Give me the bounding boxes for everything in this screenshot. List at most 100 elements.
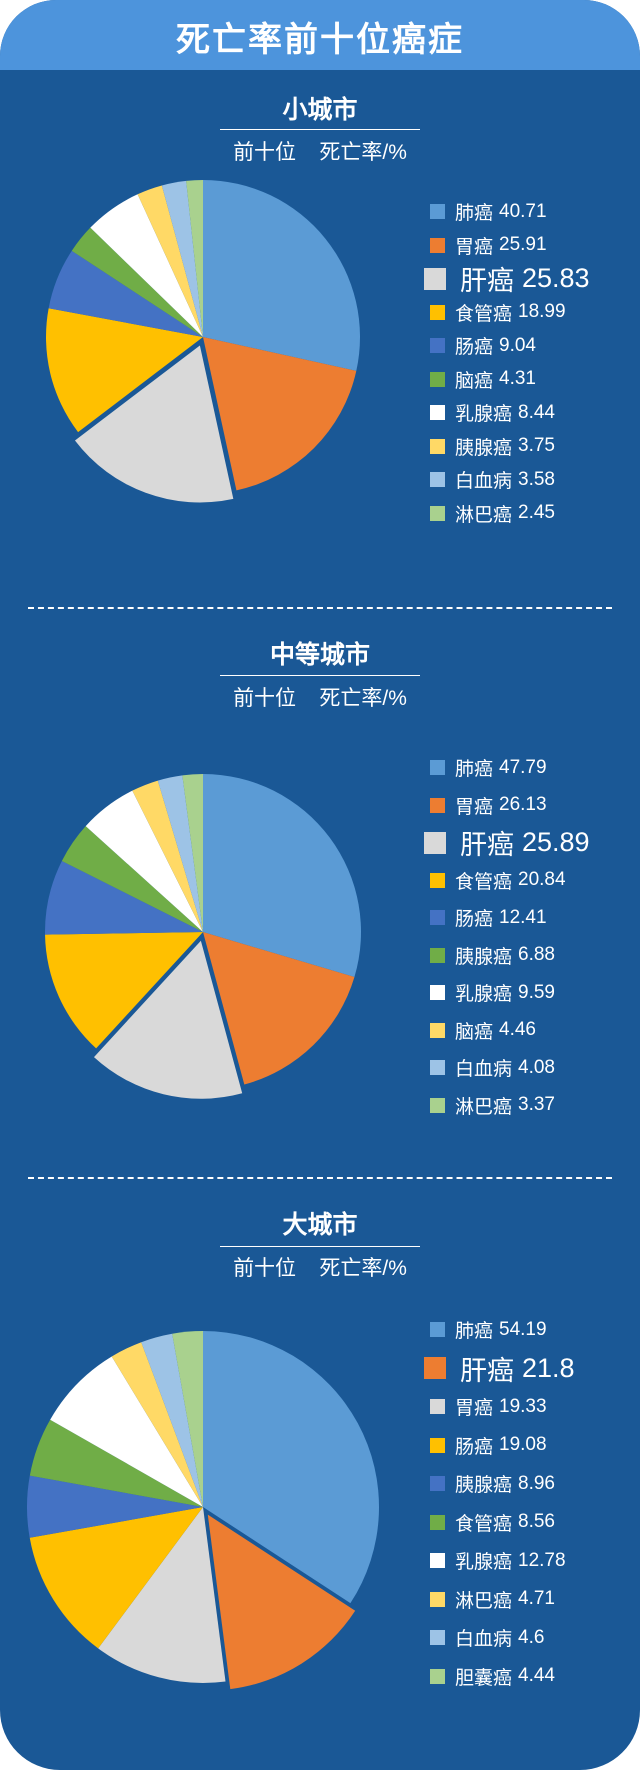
pie-slice <box>29 1507 204 1649</box>
legend-swatch-icon <box>430 1097 445 1113</box>
legend-label: 淋巴癌 <box>455 1590 513 1612</box>
legend-swatch-icon <box>430 1022 445 1038</box>
legend-value: 25.89 <box>522 827 590 857</box>
subtitle-rank: 前十位 <box>233 687 297 710</box>
section-title: 中等城市 <box>269 641 370 669</box>
pie-slice <box>26 1475 203 1538</box>
legend-item: 脑癌 4.31 <box>430 366 536 393</box>
header-banner: 死亡率前十位癌症 <box>0 0 640 70</box>
legend-value: 19.08 <box>499 1434 547 1455</box>
legend-swatch-icon <box>430 1399 445 1414</box>
subtitle-rate: 死亡率/% <box>319 687 407 710</box>
legend-label: 胰腺癌 <box>455 1475 513 1496</box>
pie-slice <box>203 1331 380 1604</box>
legend-value: 25.91 <box>499 234 547 255</box>
legend-label: 乳腺癌 <box>455 984 513 1005</box>
legend-item: 食管癌 18.99 <box>430 299 566 326</box>
legend-item: 胃癌 25.91 <box>430 232 547 259</box>
legend-value: 21.8 <box>522 1352 575 1383</box>
legend-label: 食管癌 <box>455 303 513 325</box>
legend-value: 8.96 <box>518 1472 555 1494</box>
pie-slice <box>93 940 243 1099</box>
legend-label: 肝癌 <box>460 266 514 296</box>
legend-swatch-icon <box>430 872 445 888</box>
legend-swatch-icon <box>430 505 445 521</box>
legend-swatch-icon <box>430 338 445 353</box>
legend-item: 胰腺癌 8.96 <box>430 1470 555 1497</box>
legend-value: 8.56 <box>518 1511 555 1532</box>
legend-label: 肝癌 <box>460 830 514 860</box>
legend-item: 淋巴癌 4.71 <box>430 1586 555 1613</box>
legend-value: 40.71 <box>499 200 547 222</box>
pie-chart-large-city <box>26 1331 380 1690</box>
pie-chart-small-city <box>46 180 360 503</box>
pie-slice <box>45 932 203 1049</box>
pie-slice <box>29 1419 204 1507</box>
subtitle-rank: 前十位 <box>233 141 297 164</box>
legend-swatch-icon <box>430 1514 445 1530</box>
legend-value: 4.44 <box>518 1665 555 1686</box>
legend-item: 肝癌 21.8 <box>424 1349 575 1388</box>
legend-item: 肺癌 54.19 <box>430 1316 547 1343</box>
pie-slice <box>46 308 204 433</box>
legend-swatch-icon <box>430 797 445 813</box>
pie-slice <box>182 774 203 932</box>
pie-slice <box>172 1331 203 1507</box>
subtitle-rate: 死亡率/% <box>319 141 407 164</box>
pie-slice <box>203 774 361 978</box>
page-title: 死亡率前十位癌症 <box>176 20 464 59</box>
legend-item: 淋巴癌 2.45 <box>430 500 555 527</box>
legend-item: 乳腺癌 9.59 <box>430 979 555 1006</box>
subtitle-rate: 死亡率/% <box>319 1257 407 1280</box>
pie-slice <box>203 180 360 371</box>
legend-label: 白血病 <box>455 1059 513 1080</box>
pie-slice <box>186 180 203 337</box>
legend-item: 肠癌 19.08 <box>430 1432 547 1459</box>
legend-item: 乳腺癌 12.78 <box>430 1547 566 1574</box>
legend-label: 胃癌 <box>455 236 494 258</box>
legend-item: 肺癌 47.79 <box>430 754 547 781</box>
legend-swatch-icon <box>424 267 446 290</box>
legend-item: 白血病 3.58 <box>430 466 555 493</box>
title-underline <box>220 129 420 130</box>
legend-label: 肠癌 <box>455 337 494 358</box>
legend-swatch-icon <box>430 438 445 454</box>
pie-slice <box>71 227 203 337</box>
legend-value: 20.84 <box>518 869 566 890</box>
legend-swatch-icon <box>430 1668 445 1684</box>
legend-label: 胃癌 <box>455 796 494 818</box>
legend-label: 淋巴癌 <box>455 504 513 526</box>
legend-item: 淋巴癌 3.37 <box>430 1092 555 1119</box>
legend-swatch-icon <box>430 204 445 219</box>
legend-label: 脑癌 <box>455 1021 494 1043</box>
legend-value: 18.99 <box>518 301 566 322</box>
legend-label: 肺癌 <box>455 1321 494 1342</box>
legend-swatch-icon <box>430 237 445 253</box>
legend-item: 白血病 4.08 <box>430 1054 555 1081</box>
legend-label: 胆囊癌 <box>455 1667 513 1689</box>
pie-slice <box>50 1356 204 1507</box>
legend-label: 乳腺癌 <box>455 404 513 425</box>
legend-label: 肠癌 <box>455 909 494 930</box>
legend-item: 脑癌 4.46 <box>430 1017 536 1044</box>
legend-item: 肠癌 12.41 <box>430 904 547 931</box>
legend-swatch-icon <box>430 1322 445 1337</box>
legend-item: 胃癌 19.33 <box>430 1393 547 1420</box>
legend-value: 3.37 <box>518 1094 555 1115</box>
title-underline <box>220 1246 420 1247</box>
legend-label: 脑癌 <box>455 370 494 392</box>
pie-slice <box>61 826 204 932</box>
pie-slice <box>98 1507 226 1683</box>
legend-label: 食管癌 <box>455 871 513 893</box>
legend-swatch-icon <box>424 1357 446 1379</box>
legend-item: 乳腺癌 8.44 <box>430 399 555 426</box>
section-subtitle: 前十位 死亡率/% <box>0 1252 640 1282</box>
legend-value: 9.04 <box>499 334 536 356</box>
section-title: 小城市 <box>282 96 358 124</box>
section-subtitle: 前十位 死亡率/% <box>0 682 640 712</box>
section-divider <box>28 607 612 609</box>
legend-label: 食管癌 <box>455 1513 513 1535</box>
legend-swatch-icon <box>430 304 445 320</box>
legend-label: 乳腺癌 <box>455 1552 513 1573</box>
pie-slice <box>132 780 203 932</box>
